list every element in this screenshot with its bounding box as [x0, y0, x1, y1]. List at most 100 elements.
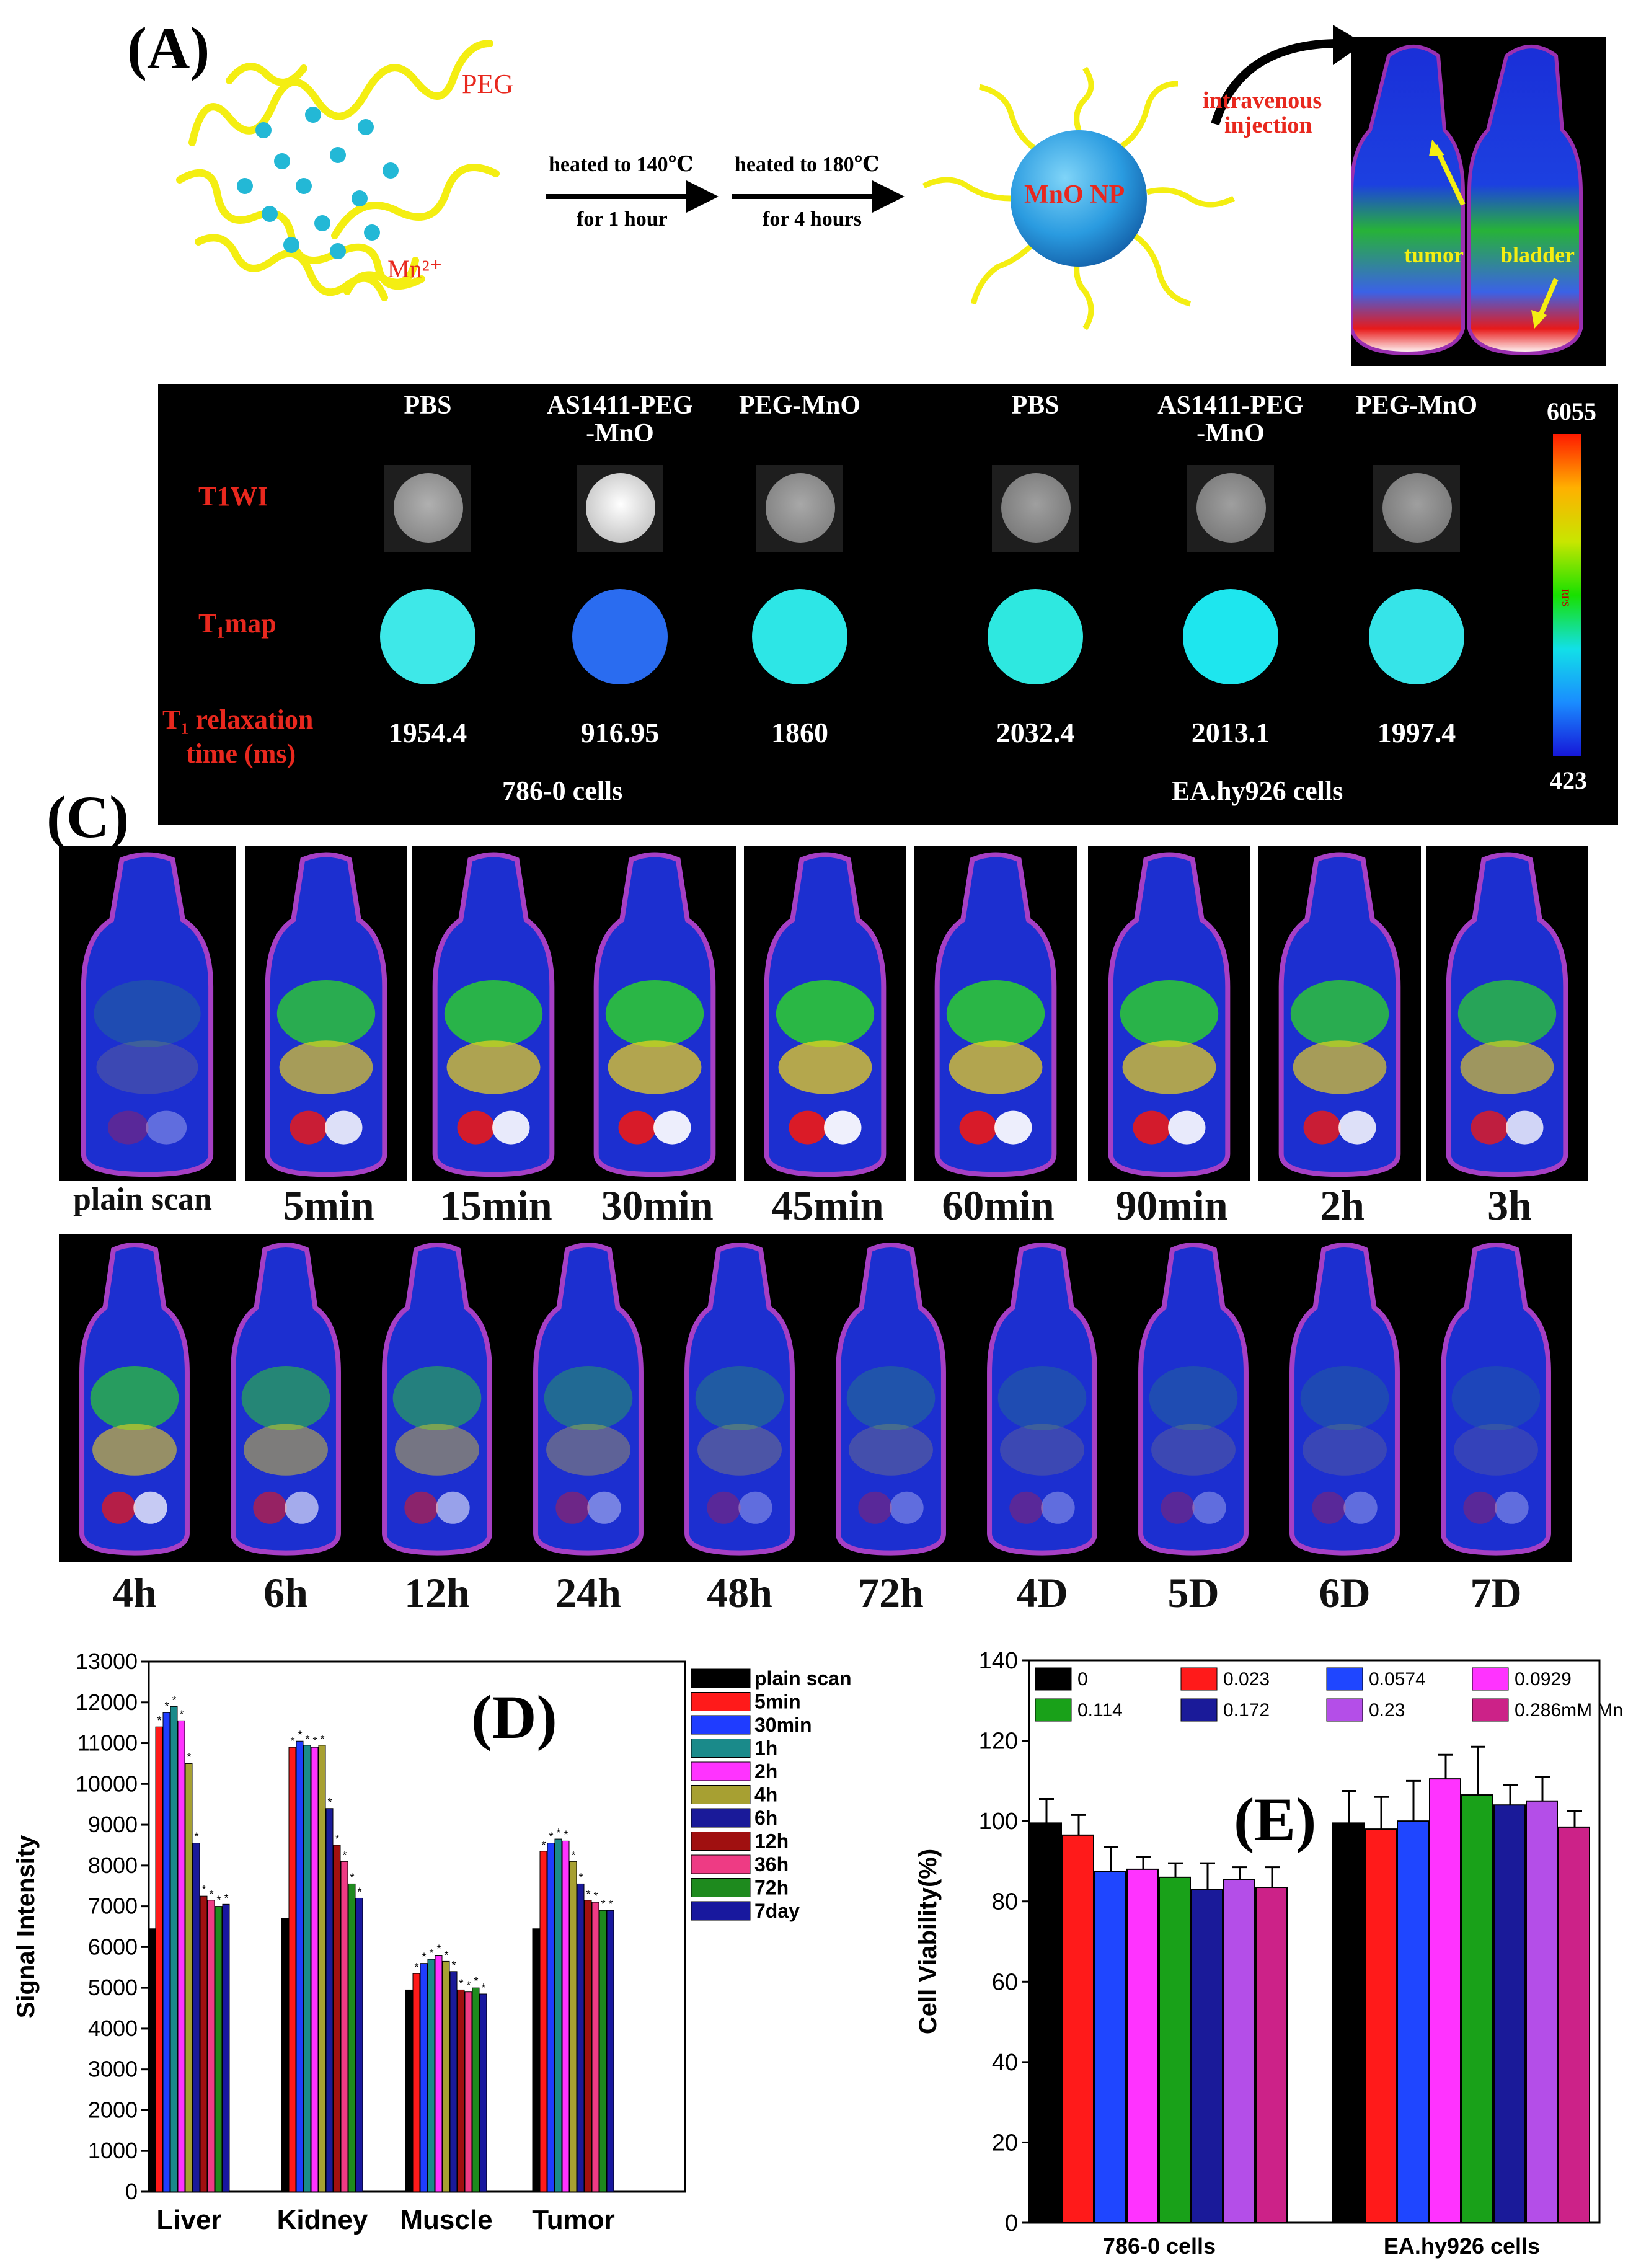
significance-mark: *	[157, 1714, 161, 1727]
panel-a-label: (A)	[127, 15, 210, 81]
legend-swatch	[1180, 1698, 1218, 1722]
t1wi-sample	[586, 473, 655, 543]
bar-6h-muscle	[449, 1971, 458, 2192]
mri-frame	[59, 846, 236, 1181]
panel-e-label: (E)	[1234, 1785, 1317, 1854]
legend-label: 30min	[754, 1714, 812, 1736]
legend-swatch	[1180, 1667, 1218, 1691]
bar-0.023-0	[1062, 1834, 1094, 2223]
y-tick-label: 13000	[76, 1649, 138, 1674]
legend-label: 0.0574	[1369, 1669, 1426, 1690]
bar-36h-liver	[207, 1900, 215, 2192]
significance-mark: *	[571, 1849, 575, 1861]
mri-mouse	[231, 1243, 341, 1556]
mri-mouse	[382, 1243, 492, 1556]
y-tick-label: 2000	[88, 2097, 138, 2122]
legend-label: plain scan	[754, 1667, 852, 1690]
tumor-label: tumor	[1404, 242, 1464, 267]
significance-mark: *	[593, 1890, 598, 1902]
legend-label: 0.023	[1223, 1669, 1270, 1690]
panel-e-chart: 0 20 40 60 80 100 120 140 Cell Viability(%) 786-0…	[914, 1648, 1623, 2259]
significance-mark: *	[429, 1947, 433, 1959]
column-header: PEG-MnO	[739, 391, 860, 420]
legend-label: 4h	[754, 1784, 777, 1806]
step2-condition: heated to 180℃	[735, 153, 880, 176]
row-label-relaxation-1: T₁ relaxation	[162, 704, 314, 735]
significance-mark: *	[451, 1959, 456, 1972]
y-tick-label: 8000	[88, 1853, 138, 1878]
significance-mark: *	[564, 1828, 568, 1841]
y-axis-label: Signal Intensity	[12, 1835, 40, 2018]
bar-0.114-1	[1461, 1794, 1493, 2223]
significance-mark: *	[164, 1700, 169, 1712]
bar-72h-kidney	[348, 1883, 356, 2192]
significance-mark: *	[216, 1894, 221, 1907]
bar-0.0574-1	[1397, 1820, 1429, 2223]
bar-0.23-0	[1223, 1879, 1255, 2223]
bar-6h-kidney	[325, 1808, 334, 2192]
panel-b-label: (B)	[164, 393, 244, 459]
group-label-ea: EA.hy926 cells	[1172, 776, 1343, 806]
y-axis-label: Cell Viability(%)	[914, 1849, 942, 2034]
bar-36h-kidney	[340, 1861, 348, 2192]
significance-mark: *	[436, 1943, 441, 1956]
bar-1h-muscle	[427, 1959, 435, 2192]
t1map-sample	[572, 589, 668, 684]
legend-label: 6h	[754, 1807, 777, 1829]
color-scale-bar	[1553, 434, 1581, 756]
column-header: AS1411-PEG	[547, 391, 693, 420]
legend-label: 0.172	[1223, 1700, 1270, 1721]
t1map-sample	[380, 589, 475, 684]
t1map-sample	[988, 589, 1083, 684]
time-label: 45min	[771, 1182, 884, 1229]
mri-frame	[364, 1237, 510, 1559]
mri-mouse	[81, 852, 214, 1177]
bar-0.172-0	[1191, 1889, 1223, 2223]
bar-1h-kidney	[303, 1745, 311, 2192]
bar-2h-muscle	[435, 1955, 443, 2192]
plot-frame	[1028, 1659, 1601, 2224]
peg-label: PEG	[462, 69, 514, 99]
mri-mouse	[987, 1243, 1097, 1556]
relaxation-value: 2032.4	[996, 717, 1075, 748]
significance-mark: *	[350, 1871, 354, 1884]
bar-0-0	[1030, 1822, 1062, 2223]
y-tick-label: 120	[979, 1729, 1018, 1755]
significance-mark: *	[578, 1871, 583, 1884]
row-label-t1map: T₁map	[198, 608, 276, 639]
category-label: Muscle	[400, 2205, 492, 2235]
mn-ion-label: Mn²⁺	[387, 255, 443, 283]
significance-mark: *	[335, 1833, 339, 1845]
bar-5min-liver	[155, 1726, 163, 2192]
t1wi-sample	[1001, 473, 1071, 543]
relaxation-value: 1997.4	[1377, 717, 1456, 748]
bar-0.0929-0	[1126, 1868, 1159, 2223]
significance-mark: *	[541, 1839, 546, 1851]
significance-mark: *	[586, 1888, 590, 1900]
time-label: 30min	[601, 1182, 714, 1229]
legend-swatch	[1472, 1698, 1509, 1722]
significance-mark: *	[481, 1982, 485, 1994]
category-label: Liver	[156, 2205, 221, 2235]
bar-72h-tumor	[599, 1910, 607, 2192]
mri-frame	[1272, 1237, 1418, 1559]
bar-12h-tumor	[584, 1900, 592, 2192]
significance-mark: *	[466, 1980, 471, 1992]
bar-plain-scan-liver	[148, 1928, 156, 2192]
mri-mouse	[934, 852, 1057, 1177]
mri-mouse	[432, 852, 555, 1177]
t1wi-sample	[394, 473, 463, 543]
mri-mouse	[1108, 852, 1231, 1177]
time-label: 3h	[1487, 1182, 1532, 1229]
bar-30min-tumor	[547, 1843, 555, 2192]
mri-mouse	[1441, 1243, 1551, 1556]
peg-chains	[176, 40, 500, 301]
bar-72h-muscle	[472, 1987, 480, 2192]
significance-mark: *	[320, 1733, 324, 1745]
step2-duration: for 4 hours	[763, 208, 862, 231]
significance-mark: *	[209, 1888, 213, 1900]
time-label: 6h	[263, 1569, 308, 1616]
legend-label: 0.286mM Mn	[1515, 1700, 1623, 1721]
time-label: 5D	[1167, 1569, 1219, 1616]
mri-frame	[818, 1237, 964, 1559]
